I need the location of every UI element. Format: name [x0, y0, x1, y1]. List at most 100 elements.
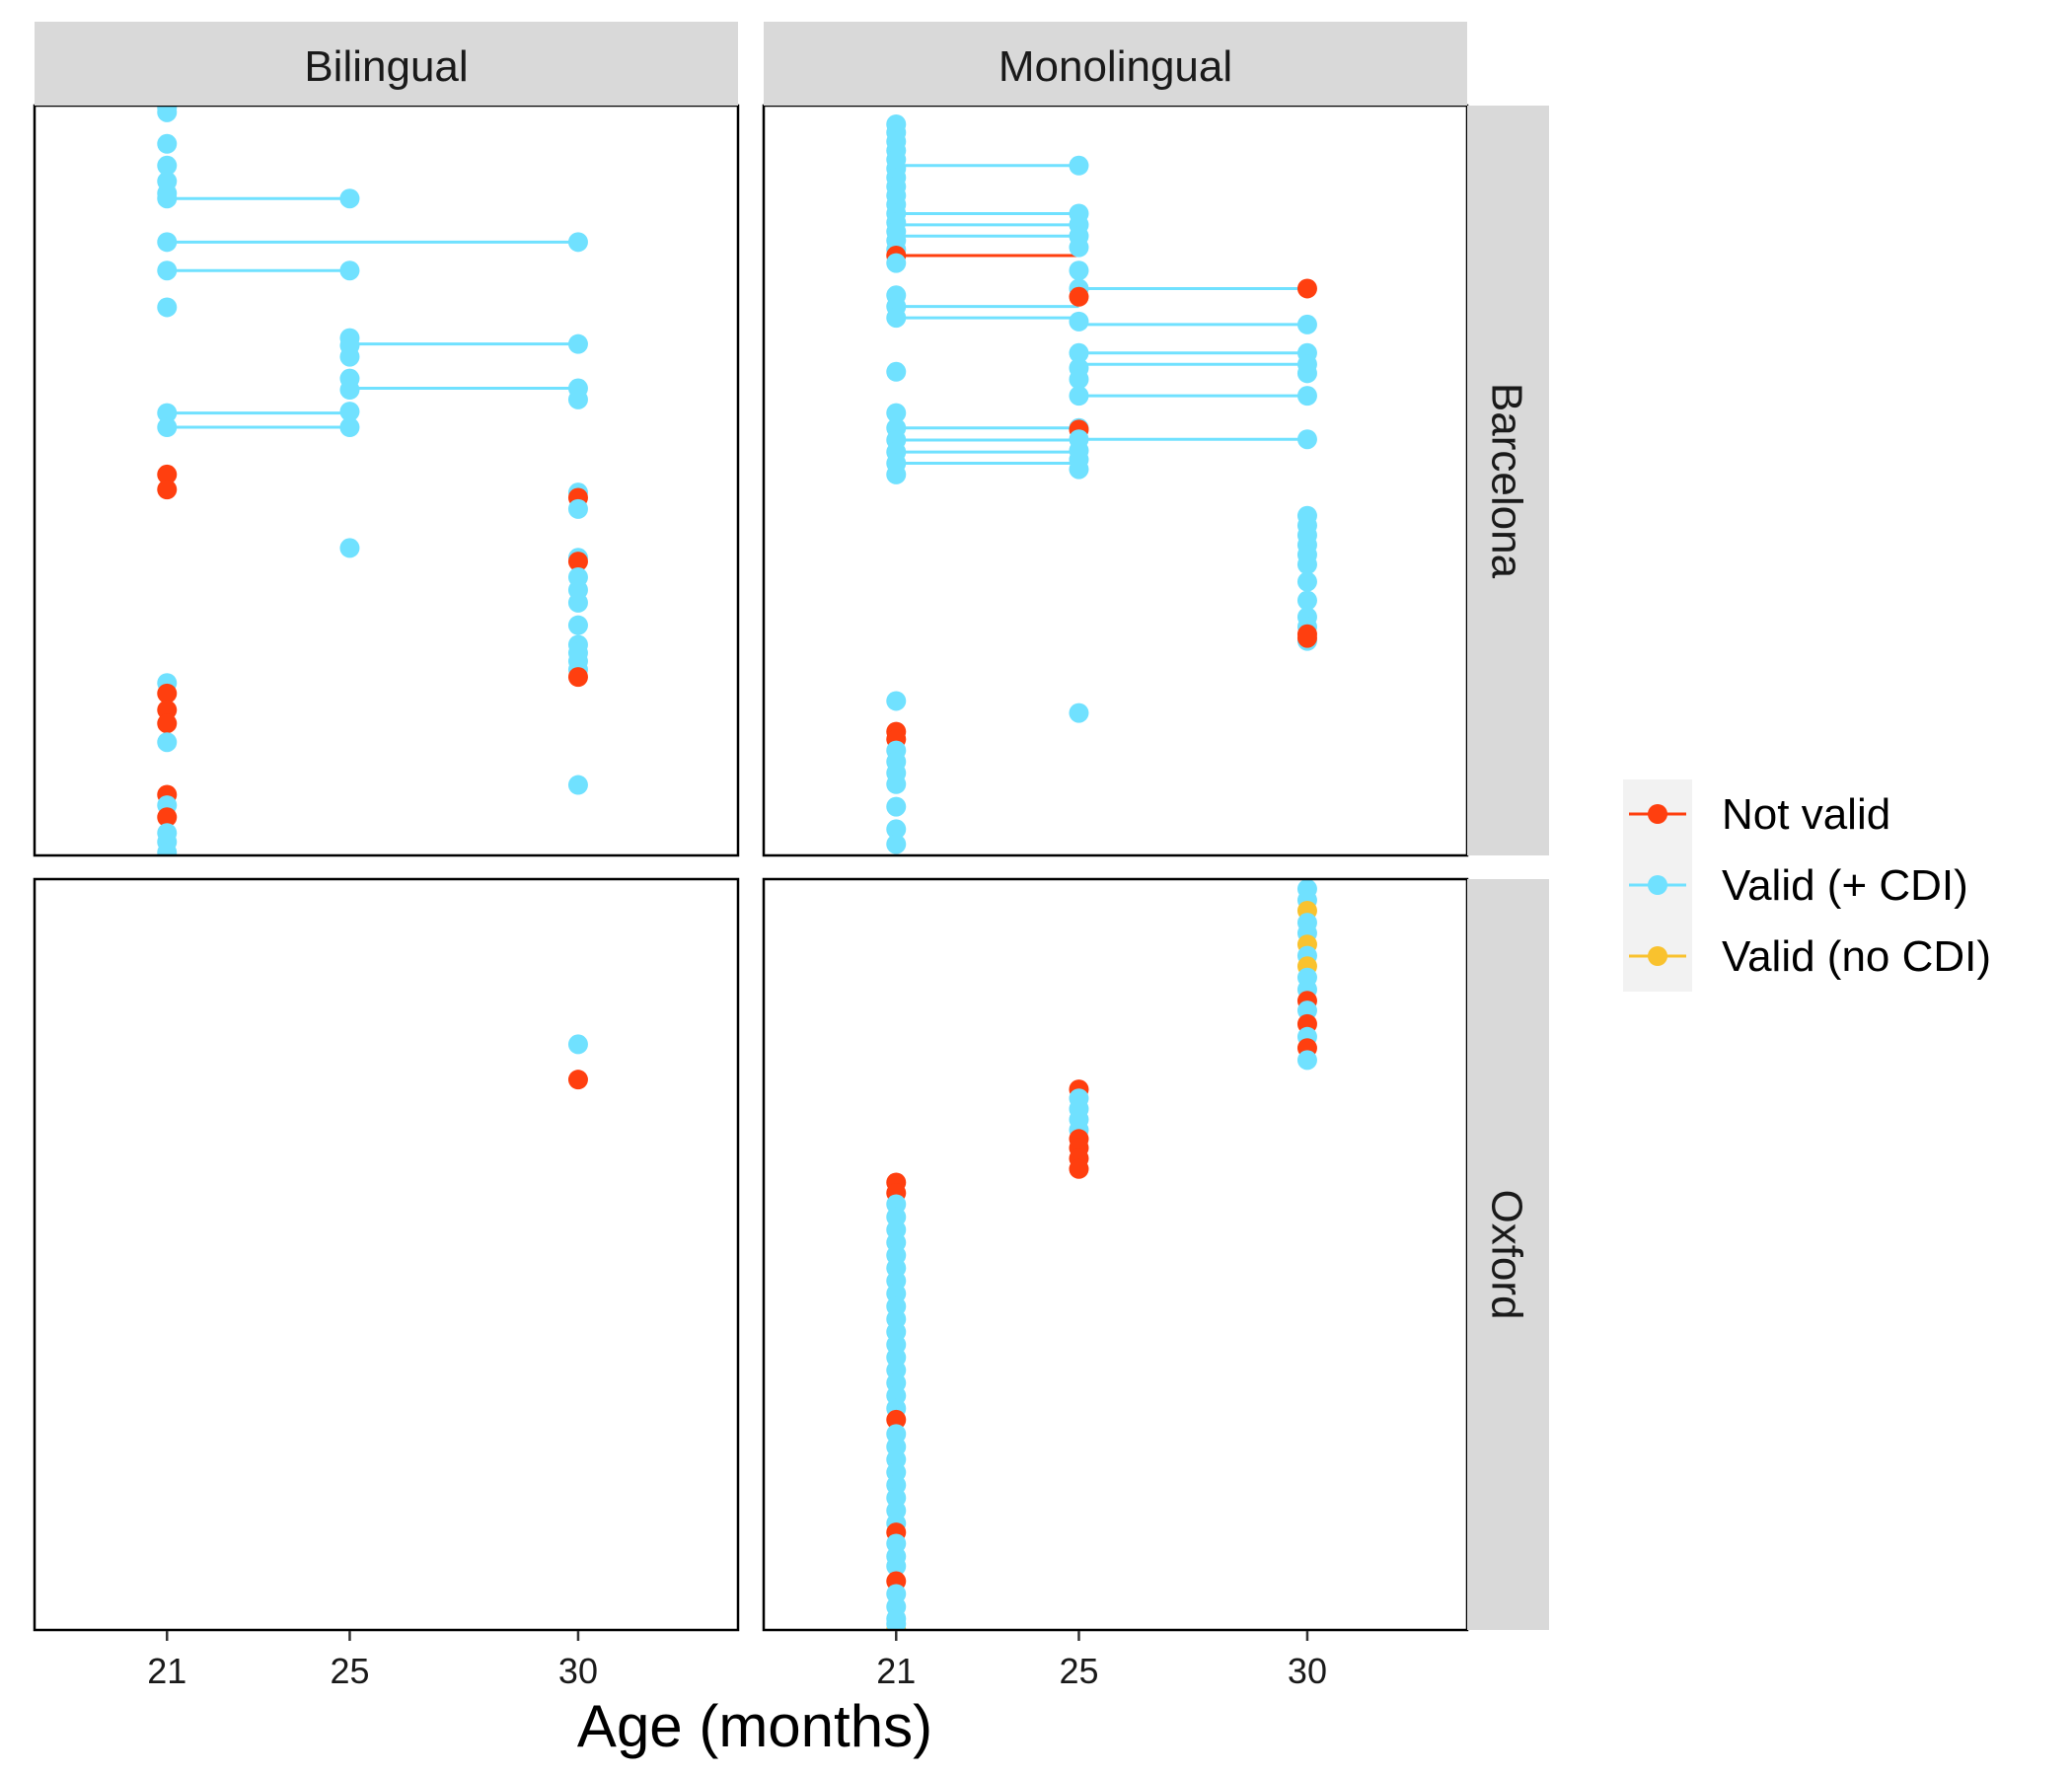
data-point	[567, 592, 588, 613]
x-tick-label: 30	[1288, 1651, 1327, 1691]
data-point	[157, 133, 178, 154]
data-point	[886, 796, 907, 817]
data-point	[339, 417, 360, 438]
x-tick-label: 21	[876, 1651, 916, 1691]
data-point	[1069, 311, 1089, 332]
data-point	[1296, 628, 1317, 648]
x-tick-label: 25	[1059, 1651, 1098, 1691]
data-point	[886, 834, 907, 854]
x-tick-label: 21	[147, 1651, 186, 1691]
legend-item: Valid (no CDI)	[1629, 932, 1991, 981]
data-point	[1069, 286, 1089, 307]
strip-label-monolingual: Monolingual	[999, 42, 1232, 91]
data-point	[886, 1613, 907, 1630]
data-point	[157, 732, 178, 753]
data-point	[1069, 342, 1089, 363]
strip-oxford	[1467, 879, 1549, 1630]
data-point	[1296, 571, 1317, 592]
data-point	[157, 188, 178, 209]
data-point	[1296, 278, 1317, 299]
data-point	[567, 232, 588, 253]
data-point	[339, 260, 360, 281]
legend-key-point	[1648, 804, 1667, 824]
data-point	[157, 683, 178, 703]
strip-label-bilingual: Bilingual	[304, 42, 468, 91]
panel-monolingual-oxford	[764, 879, 1467, 1630]
data-point	[1296, 1050, 1317, 1071]
data-point	[157, 700, 178, 720]
data-point	[157, 403, 178, 423]
data-point	[886, 1409, 907, 1430]
data-point	[567, 333, 588, 354]
legend-key-point	[1648, 946, 1667, 966]
data-point	[1069, 459, 1089, 480]
data-point	[886, 774, 907, 794]
data-point	[339, 188, 360, 209]
x-axis-title: Age (months)	[577, 1693, 932, 1759]
data-point	[1296, 429, 1317, 450]
data-point	[567, 615, 588, 635]
data-point	[157, 842, 178, 855]
legend: Not valid Valid (+ CDI) Valid (no CDI)	[1623, 779, 1991, 992]
data-point	[567, 498, 588, 519]
panel-background	[35, 106, 738, 855]
panel-background	[764, 106, 1467, 855]
data-point	[567, 775, 588, 795]
data-point	[157, 713, 178, 734]
strip-bilingual	[35, 22, 738, 106]
facet-strips: Bilingual Monolingual Barcelona Oxford	[35, 22, 1549, 1630]
panel-monolingual-barcelona	[764, 106, 1467, 855]
data-point	[1069, 369, 1089, 390]
data-point	[157, 106, 178, 122]
data-point	[157, 155, 178, 176]
panel-background	[35, 879, 738, 1630]
strip-barcelona	[1467, 106, 1549, 855]
x-axis: 21 25 30 21 25 30	[147, 1631, 1327, 1691]
data-point	[567, 667, 588, 688]
data-point	[1296, 1000, 1317, 1021]
data-point	[157, 464, 178, 484]
data-point	[567, 389, 588, 409]
data-point	[567, 1070, 588, 1090]
data-point	[157, 260, 178, 281]
strip-label-barcelona: Barcelona	[1483, 383, 1531, 579]
data-point	[1296, 314, 1317, 334]
legend-item: Valid (+ CDI)	[1629, 861, 1968, 910]
data-point	[1069, 260, 1089, 281]
data-point	[1296, 590, 1317, 611]
legend-label: Not valid	[1722, 790, 1890, 839]
data-point	[886, 1556, 907, 1577]
x-tick-label: 30	[558, 1651, 598, 1691]
data-point	[339, 380, 360, 401]
data-point	[157, 297, 178, 318]
x-tick-label: 25	[330, 1651, 369, 1691]
data-point	[886, 819, 907, 840]
legend-key-point	[1648, 875, 1667, 895]
data-point	[339, 538, 360, 558]
data-point	[339, 402, 360, 422]
data-point	[157, 232, 178, 253]
data-point	[157, 417, 178, 438]
data-point	[886, 464, 907, 484]
data-point	[1069, 703, 1089, 723]
data-point	[157, 807, 178, 828]
data-point	[1296, 363, 1317, 384]
legend-item: Not valid	[1629, 790, 1890, 839]
legend-label: Valid (no CDI)	[1722, 932, 1991, 981]
data-point	[886, 361, 907, 382]
data-point	[567, 1034, 588, 1055]
data-point	[886, 691, 907, 711]
data-point	[1296, 555, 1317, 575]
data-point	[886, 253, 907, 273]
data-point	[1069, 155, 1089, 176]
data-point	[1296, 386, 1317, 407]
data-point	[886, 308, 907, 329]
strip-label-oxford: Oxford	[1483, 1189, 1531, 1319]
data-point	[157, 480, 178, 500]
data-point	[1069, 386, 1089, 407]
data-point	[1069, 237, 1089, 258]
strip-monolingual	[764, 22, 1467, 106]
panel-background	[764, 879, 1467, 1630]
data-point	[886, 403, 907, 423]
